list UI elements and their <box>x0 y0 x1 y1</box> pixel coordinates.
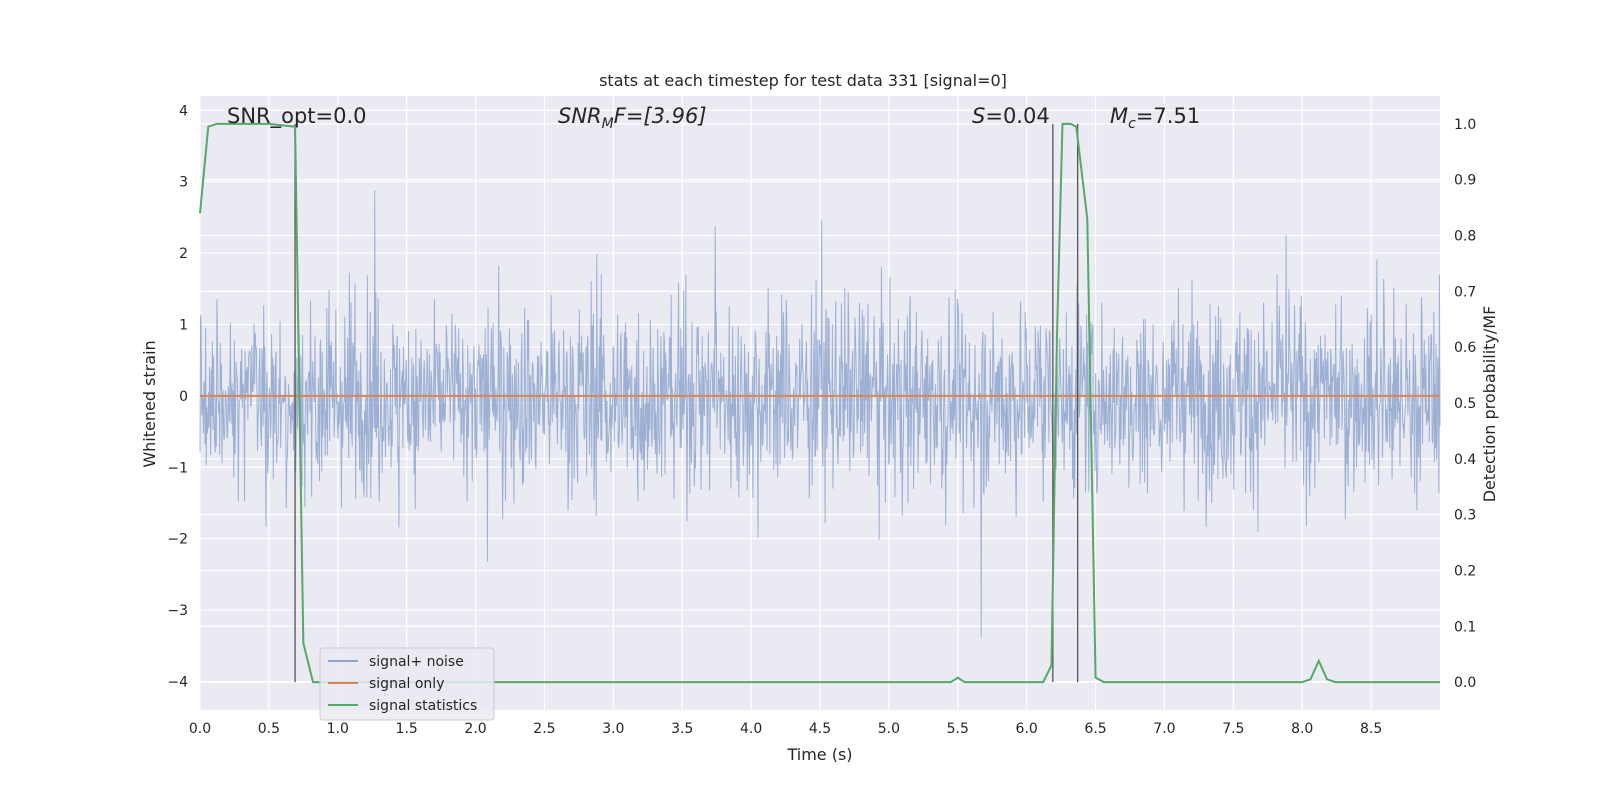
y-left-tick-label: −2 <box>167 532 188 548</box>
stats-line <box>199 122 1440 684</box>
y-left-tick-label: −1 <box>167 460 188 476</box>
series-signal-noise <box>199 190 1441 637</box>
x-tick-label: 1.0 <box>327 721 349 737</box>
x-tick-label: 0.5 <box>258 721 280 737</box>
y-left-tick-label: 4 <box>179 103 188 119</box>
y-left-tick-label: 1 <box>179 317 188 333</box>
y-right-tick-label: 0.7 <box>1454 284 1476 300</box>
mc-val: =7.51 <box>1136 104 1200 128</box>
chart-title: stats at each timestep for test data 331… <box>599 71 1007 90</box>
y-right-tick-label: 0.6 <box>1454 340 1476 356</box>
x-tick-label: 2.0 <box>464 721 486 737</box>
legend-label-stats: signal statistics <box>369 698 477 714</box>
x-tick-label: 3.0 <box>602 721 624 737</box>
x-tick-label: 0.0 <box>189 721 211 737</box>
x-tick-label: 5.5 <box>947 721 969 737</box>
y-right-tick-label: 0.1 <box>1454 619 1476 635</box>
x-tick-label: 2.5 <box>533 721 555 737</box>
y-left-tick-label: −3 <box>167 603 188 619</box>
y-right-tick-label: 0.8 <box>1454 229 1476 245</box>
x-tick-label: 7.5 <box>1222 721 1244 737</box>
legend-label-noise: signal+ noise <box>369 654 464 670</box>
x-tick-label: 1.5 <box>396 721 418 737</box>
mc-var: M <box>1110 104 1128 128</box>
y-right-tick-label: 0.5 <box>1454 396 1476 412</box>
y-axis-label-right: Detection probability/MF <box>1480 306 1499 503</box>
x-axis-label: Time (s) <box>786 745 852 764</box>
s-val: =0.04 <box>985 104 1049 128</box>
x-tick-label: 4.0 <box>740 721 762 737</box>
legend: signal+ noise signal only signal statist… <box>319 647 495 721</box>
legend-label-signal: signal only <box>369 676 444 692</box>
x-tick-label: 4.5 <box>809 721 831 737</box>
annotation-snr-mf: SNRMF=[3.96] <box>558 104 707 132</box>
s-var: S <box>972 104 985 128</box>
y-right-tick-label: 0.2 <box>1454 563 1476 579</box>
y-left-tick-label: 2 <box>179 246 188 262</box>
snr-mf-sub: M <box>602 116 614 132</box>
annotation-s: S=0.04 <box>972 104 1050 128</box>
noise-line <box>199 190 1441 637</box>
annotation-snr-opt: SNR_opt=0.0 <box>227 104 367 129</box>
y-left-tick-label: 3 <box>179 175 188 191</box>
series-signal-statistics <box>199 122 1440 684</box>
legend-box <box>319 647 495 721</box>
y-axis-label-left: Whitened strain <box>140 340 159 467</box>
y-right-tick-label: 1.0 <box>1454 117 1476 133</box>
x-tick-label: 6.0 <box>1016 721 1038 737</box>
y-right-tick-label: 0.4 <box>1454 452 1476 468</box>
y-right-tick-label: 0.0 <box>1454 675 1476 691</box>
annotation-mc: Mc=7.51 <box>1110 104 1200 132</box>
x-tick-label: 6.5 <box>1084 721 1106 737</box>
x-tick-label: 3.5 <box>671 721 693 737</box>
y-left-tick-label: −4 <box>167 674 188 690</box>
x-tick-label: 8.5 <box>1360 721 1382 737</box>
y-left-tick-labels: 4 3 2 1 0 −1 −2 −3 −4 <box>167 103 188 690</box>
x-tick-label: 7.0 <box>1153 721 1175 737</box>
x-tick-label: 5.0 <box>878 721 900 737</box>
mc-sub: c <box>1128 116 1136 132</box>
snr-mf-base: SNR <box>558 104 602 128</box>
x-tick-labels: 0.0 0.5 1.0 1.5 2.0 2.5 3.0 3.5 4.0 4.5 5.0 5.5 6.0 6… <box>189 721 1382 737</box>
grid-lines <box>199 96 1440 710</box>
x-tick-label: 8.0 <box>1291 721 1313 737</box>
y-right-tick-labels: 1.0 0.9 0.8 0.7 0.6 0.5 0.4 0.3 0.2 0.1 0.0 <box>1454 117 1476 691</box>
y-right-tick-label: 0.9 <box>1454 173 1476 189</box>
snr-mf-tail: F=[3.96] <box>614 104 707 128</box>
y-right-tick-label: 0.3 <box>1454 508 1476 524</box>
y-left-tick-label: 0 <box>179 389 188 405</box>
